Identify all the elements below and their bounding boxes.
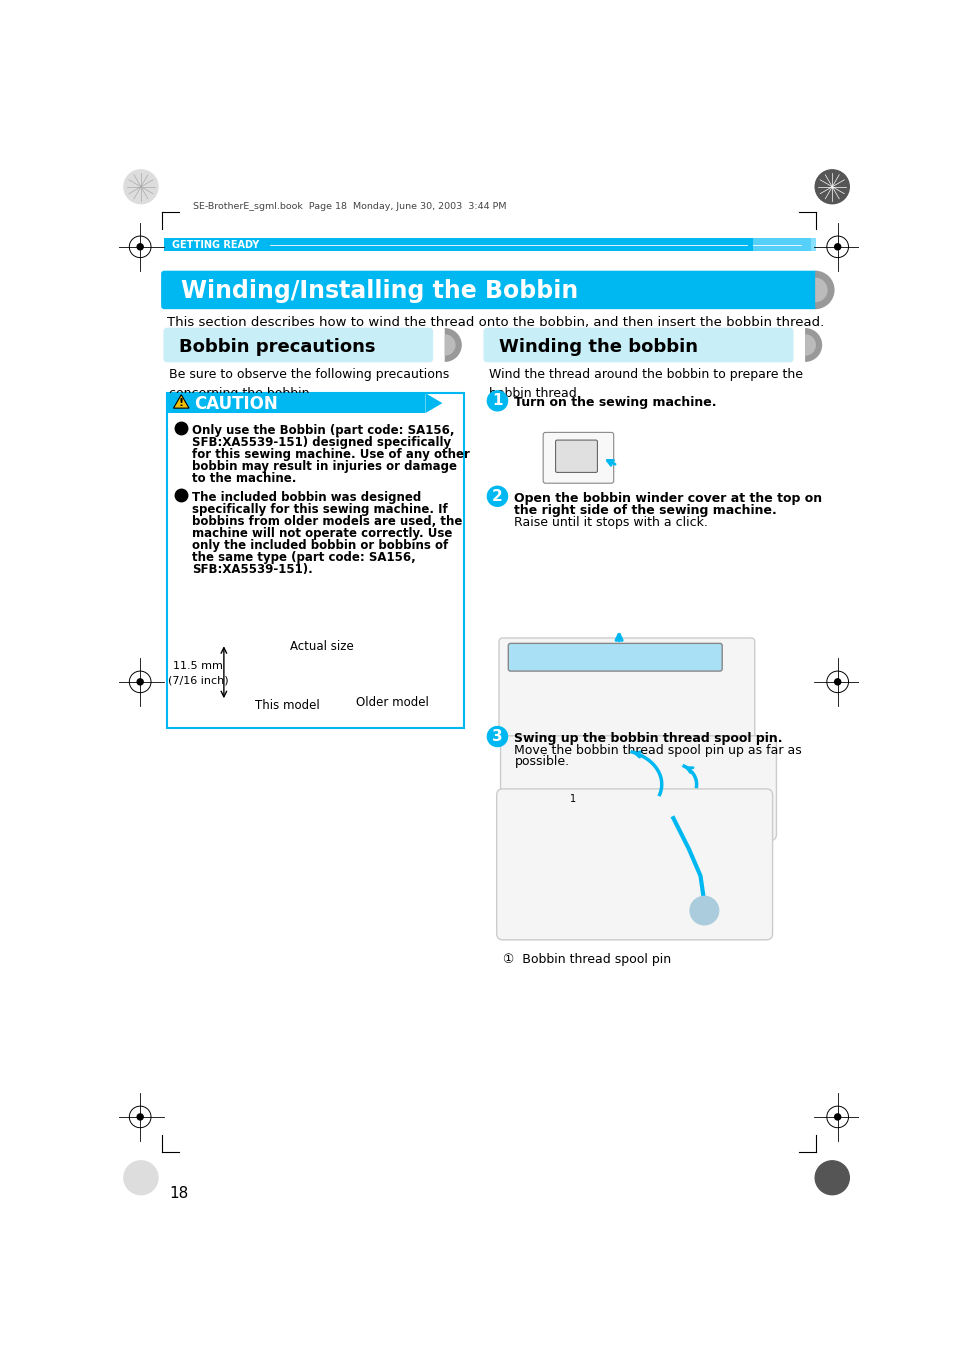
Text: 1: 1 [492, 393, 502, 408]
Text: Wind the thread around the bobbin to prepare the
bobbin thread.: Wind the thread around the bobbin to pre… [488, 367, 802, 400]
Circle shape [690, 897, 718, 924]
Text: only the included bobbin or bobbins of: only the included bobbin or bobbins of [192, 539, 448, 553]
Circle shape [487, 727, 507, 747]
Text: specifically for this sewing machine. If: specifically for this sewing machine. If [192, 503, 447, 516]
Text: Raise until it stops with a click.: Raise until it stops with a click. [514, 516, 708, 530]
FancyBboxPatch shape [294, 670, 314, 703]
Text: 2: 2 [492, 489, 502, 504]
Text: Be sure to observe the following precautions
concerning the bobbin.: Be sure to observe the following precaut… [169, 367, 449, 400]
Wedge shape [804, 328, 821, 362]
Circle shape [834, 243, 840, 250]
Wedge shape [804, 334, 815, 355]
Text: Older model: Older model [355, 696, 428, 709]
FancyBboxPatch shape [261, 670, 279, 703]
FancyBboxPatch shape [164, 238, 753, 251]
Text: the right side of the sewing machine.: the right side of the sewing machine. [514, 504, 777, 517]
Text: bobbin may result in injuries or damage: bobbin may result in injuries or damage [192, 459, 456, 473]
Circle shape [815, 170, 848, 204]
Wedge shape [444, 328, 461, 362]
Circle shape [137, 678, 143, 685]
Text: The included bobbin was designed: The included bobbin was designed [192, 492, 421, 504]
Text: for this sewing machine. Use of any other: for this sewing machine. Use of any othe… [192, 447, 470, 461]
Text: Actual size: Actual size [290, 639, 354, 653]
FancyBboxPatch shape [483, 328, 793, 362]
Wedge shape [815, 277, 827, 303]
FancyBboxPatch shape [500, 736, 776, 840]
FancyBboxPatch shape [167, 393, 425, 413]
Text: SFB:XA5539-151).: SFB:XA5539-151). [192, 563, 313, 576]
Text: This section describes how to wind the thread onto the bobbin, and then insert t: This section describes how to wind the t… [167, 316, 823, 330]
Circle shape [137, 243, 143, 250]
Circle shape [487, 486, 507, 507]
Text: 18: 18 [170, 1186, 189, 1201]
Text: possible.: possible. [514, 755, 569, 767]
Text: Bobbin precautions: Bobbin precautions [179, 338, 375, 355]
Text: Open the bobbin winder cover at the top on: Open the bobbin winder cover at the top … [514, 492, 821, 505]
Polygon shape [425, 393, 442, 413]
Text: Swing up the bobbin thread spool pin.: Swing up the bobbin thread spool pin. [514, 732, 782, 744]
Text: Move the bobbin thread spool pin up as far as: Move the bobbin thread spool pin up as f… [514, 744, 801, 758]
Text: ①  Bobbin thread spool pin: ① Bobbin thread spool pin [502, 952, 670, 966]
Text: CAUTION: CAUTION [194, 394, 278, 413]
Text: the same type (part code: SA156,: the same type (part code: SA156, [192, 551, 416, 563]
FancyBboxPatch shape [555, 440, 597, 473]
Text: SFB:XA5539-151) designed specifically: SFB:XA5539-151) designed specifically [192, 436, 451, 449]
FancyBboxPatch shape [542, 432, 613, 484]
Circle shape [834, 1115, 840, 1120]
Text: GETTING READY: GETTING READY [172, 239, 259, 250]
Text: to the machine.: to the machine. [192, 471, 296, 485]
Text: !: ! [178, 397, 184, 408]
Wedge shape [444, 334, 456, 355]
Text: 11.5 mm: 11.5 mm [173, 662, 223, 671]
Wedge shape [815, 270, 834, 309]
FancyBboxPatch shape [497, 789, 772, 940]
Circle shape [124, 1161, 158, 1194]
FancyBboxPatch shape [163, 328, 433, 362]
FancyBboxPatch shape [508, 643, 721, 671]
Text: 3: 3 [492, 730, 502, 744]
Text: Winding/Installing the Bobbin: Winding/Installing the Bobbin [181, 280, 578, 304]
Text: This model: This model [254, 698, 319, 712]
FancyBboxPatch shape [810, 238, 815, 251]
FancyBboxPatch shape [365, 696, 418, 703]
FancyBboxPatch shape [498, 638, 754, 738]
Text: Turn on the sewing machine.: Turn on the sewing machine. [514, 396, 717, 409]
Circle shape [124, 170, 158, 204]
Text: SE-BrotherE_sgml.book  Page 18  Monday, June 30, 2003  3:44 PM: SE-BrotherE_sgml.book Page 18 Monday, Ju… [193, 201, 506, 211]
FancyBboxPatch shape [167, 393, 464, 728]
Text: Winding the bobbin: Winding the bobbin [498, 338, 698, 355]
FancyBboxPatch shape [365, 670, 383, 696]
FancyBboxPatch shape [400, 670, 418, 696]
Text: (7/16 inch): (7/16 inch) [168, 676, 229, 685]
Circle shape [137, 1115, 143, 1120]
Circle shape [834, 678, 840, 685]
FancyBboxPatch shape [161, 270, 818, 309]
Circle shape [487, 390, 507, 411]
FancyBboxPatch shape [261, 663, 314, 670]
Polygon shape [173, 394, 189, 408]
FancyBboxPatch shape [753, 238, 810, 251]
Text: bobbins from older models are used, the: bobbins from older models are used, the [192, 515, 462, 528]
FancyBboxPatch shape [261, 703, 314, 709]
Circle shape [815, 1161, 848, 1194]
Text: 1: 1 [569, 794, 575, 804]
Text: machine will not operate correctly. Use: machine will not operate correctly. Use [192, 527, 452, 540]
Text: Only use the Bobbin (part code: SA156,: Only use the Bobbin (part code: SA156, [192, 424, 455, 436]
FancyBboxPatch shape [365, 663, 418, 670]
